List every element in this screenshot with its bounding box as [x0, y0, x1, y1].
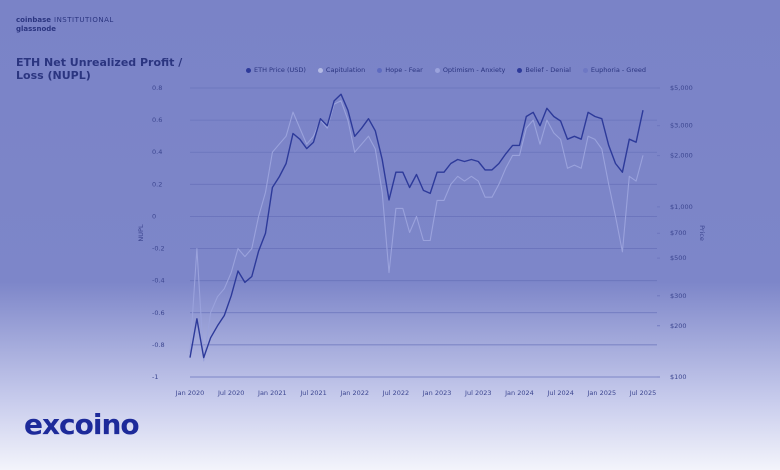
- watermark: excoino: [24, 408, 140, 441]
- y-tick-label: 0.8: [152, 84, 162, 92]
- y-tick-label: 0.4: [152, 148, 162, 156]
- y-tick-label: -0.8: [152, 341, 165, 349]
- x-tick-label: Jul 2020: [217, 389, 244, 397]
- chart-title: ETH Net Unrealized Profit / Loss (NUPL): [16, 56, 183, 82]
- x-tick-label: Jan 2021: [257, 389, 287, 397]
- y2-tick-label: $1,000: [670, 203, 693, 211]
- brand-tag: INSTITUTIONAL: [54, 16, 114, 24]
- series-line: [189, 100, 644, 362]
- legend-item: Optimism - Anxiety: [434, 66, 506, 74]
- legend-swatch: [246, 67, 251, 73]
- y2-tick-label: $300: [670, 292, 687, 300]
- x-tick-label: Jul 2021: [299, 389, 326, 397]
- y-tick-label: -0.4: [152, 277, 165, 285]
- legend-item: Belief - Denial: [517, 66, 571, 74]
- legend-label: ETH Price (USD): [254, 66, 306, 74]
- y2-tick-label: $2,000: [670, 152, 693, 160]
- x-tick-label: Jan 2023: [422, 389, 452, 397]
- legend-item: ETH Price (USD): [246, 66, 306, 74]
- x-tick-label: Jan 2024: [504, 389, 534, 397]
- legend-item: Hope - Fear: [377, 66, 423, 74]
- y2-tick-label: $100: [670, 373, 687, 381]
- y2-tick-label: $500: [670, 254, 687, 262]
- y-tick-label: -0.2: [152, 245, 165, 253]
- x-tick-label: Jan 2025: [586, 389, 616, 397]
- legend-item: Euphoria - Greed: [582, 66, 647, 74]
- source-brand: coinbase INSTITUTIONAL glassnode: [16, 16, 114, 34]
- x-tick-label: Jul 2024: [546, 389, 573, 397]
- legend-swatch: [434, 67, 440, 73]
- legend-swatch: [377, 67, 383, 73]
- legend-label: Belief - Denial: [525, 66, 571, 74]
- x-tick-label: Jul 2023: [464, 389, 491, 397]
- legend: ETH Price (USD) Capitulation Hope - Fear Op…: [246, 66, 646, 74]
- y-tick-label: 0: [152, 212, 156, 220]
- legend-label: Capitulation: [325, 66, 366, 74]
- y2-tick-label: $5,000: [670, 84, 693, 92]
- x-tick-label: Jan 2020: [175, 389, 205, 397]
- y2-tick-label: $3,000: [670, 122, 693, 130]
- y-tick-label: -0.6: [152, 309, 165, 317]
- y-tick-label: 0.2: [152, 180, 162, 188]
- y-axis-label: NUPL: [137, 224, 145, 242]
- y2-tick-label: $200: [670, 322, 687, 330]
- partner-name: glassnode: [16, 25, 57, 33]
- legend-item: Capitulation: [317, 66, 366, 74]
- x-tick-label: Jan 2022: [339, 389, 369, 397]
- legend-label: Euphoria - Greed: [590, 66, 647, 74]
- legend-swatch: [317, 67, 323, 73]
- y2-axis-label: Price: [698, 225, 706, 241]
- y2-tick-label: $700: [670, 229, 687, 237]
- legend-swatch: [582, 67, 588, 73]
- legend-label: Hope - Fear: [385, 66, 423, 74]
- y-tick-label: -1: [152, 373, 158, 381]
- brand-name: coinbase: [16, 16, 51, 24]
- series-line: [189, 93, 644, 359]
- legend-swatch: [517, 67, 523, 73]
- legend-label: Optimism - Anxiety: [442, 66, 506, 74]
- x-tick-label: Jul 2025: [629, 389, 656, 397]
- x-tick-label: Jul 2022: [382, 389, 409, 397]
- y-tick-label: 0.6: [152, 116, 162, 124]
